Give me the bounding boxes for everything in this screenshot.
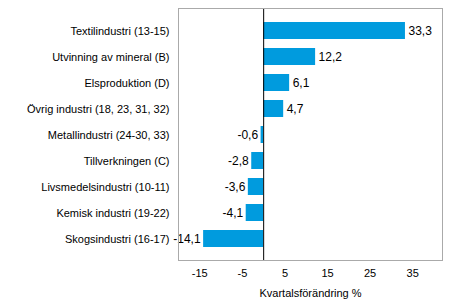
- svg-text:Livsmedelsindustri (10-11): Livsmedelsindustri (10-11): [41, 181, 169, 193]
- svg-text:6,1: 6,1: [293, 76, 310, 90]
- svg-text:-0,6: -0,6: [237, 128, 258, 142]
- svg-text:Kemisk industri (19-22): Kemisk industri (19-22): [56, 207, 169, 219]
- svg-text:-15: -15: [192, 267, 208, 279]
- svg-text:Utvinning av mineral (B): Utvinning av mineral (B): [52, 51, 169, 63]
- svg-text:Elsproduktion (D): Elsproduktion (D): [85, 77, 170, 89]
- svg-text:Textilindustri (13-15): Textilindustri (13-15): [70, 25, 169, 37]
- svg-text:-4,1: -4,1: [223, 206, 244, 220]
- svg-text:33,3: 33,3: [408, 24, 432, 38]
- svg-text:35: 35: [407, 267, 419, 279]
- svg-text:Metallindustri (24-30, 33): Metallindustri (24-30, 33): [48, 129, 170, 141]
- svg-text:12,2: 12,2: [319, 50, 343, 64]
- svg-text:-2,8: -2,8: [228, 154, 249, 168]
- svg-text:-5: -5: [237, 267, 247, 279]
- svg-text:25: 25: [364, 267, 376, 279]
- svg-text:-14,1: -14,1: [173, 232, 201, 246]
- svg-text:4,7: 4,7: [287, 102, 304, 116]
- svg-text:Tillverkningen (C): Tillverkningen (C): [84, 155, 170, 167]
- svg-text:Skogsindustri (16-17): Skogsindustri (16-17): [65, 233, 170, 245]
- svg-text:5: 5: [282, 267, 288, 279]
- svg-text:Kvartalsförändring %: Kvartalsförändring %: [259, 287, 361, 299]
- svg-text:-3,6: -3,6: [225, 180, 246, 194]
- svg-text:Övrig industri (18, 23, 31, 32: Övrig industri (18, 23, 31, 32): [27, 103, 169, 115]
- svg-text:15: 15: [321, 267, 333, 279]
